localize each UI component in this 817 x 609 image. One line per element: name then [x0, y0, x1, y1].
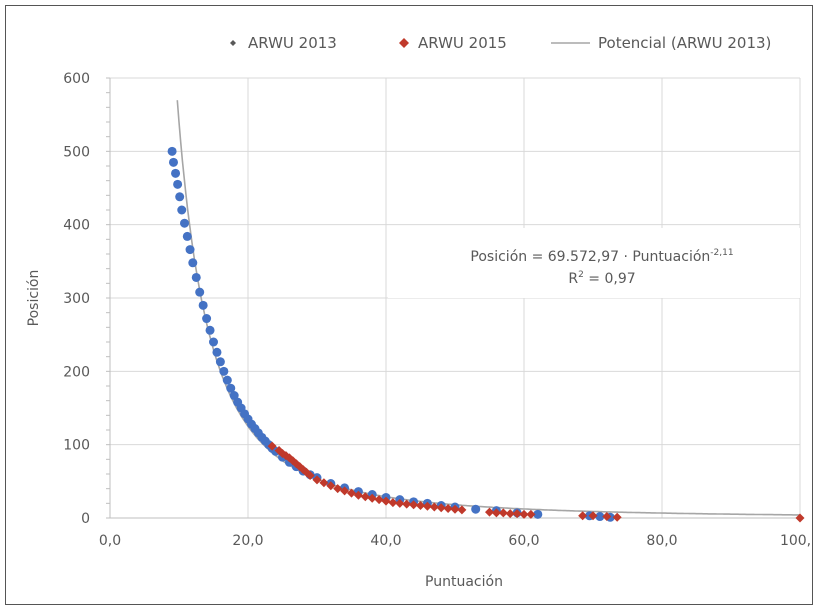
- point-arwu-2013: [188, 258, 198, 268]
- point-arwu-2013: [229, 391, 239, 401]
- y-tick-label: 500: [63, 144, 90, 160]
- point-arwu-2015: [395, 498, 405, 508]
- point-arwu-2015: [367, 493, 377, 503]
- y-tick-label: 0: [81, 511, 90, 527]
- legend: ARWU 2013 ARWU 2015 Potencial (ARWU 2013…: [230, 34, 771, 52]
- x-tick-labels: 0,0 20,0 40,0 60,0 80,0 100,0: [99, 533, 817, 549]
- y-tick-label: 100: [63, 438, 90, 454]
- point-arwu-2013: [215, 357, 225, 367]
- chart-svg: 0,0 20,0 40,0 60,0 80,0 100,0 0 100 200 300 400 50…: [26, 34, 817, 590]
- y-tick-label: 400: [63, 218, 90, 234]
- point-arwu-2015: [360, 492, 370, 502]
- point-arwu-2013: [185, 245, 195, 255]
- legend-label-arwu-2013: ARWU 2013: [248, 34, 337, 52]
- r-value: = 0,97: [584, 271, 636, 287]
- point-arwu-2013: [175, 192, 185, 202]
- point-arwu-2013: [533, 509, 543, 519]
- x-tick-label: 40,0: [370, 533, 401, 549]
- point-arwu-2015: [505, 509, 515, 519]
- r-label: R: [568, 271, 578, 287]
- point-arwu-2013: [180, 218, 190, 228]
- point-arwu-2015: [333, 484, 343, 494]
- point-arwu-2013: [198, 300, 208, 310]
- point-arwu-2015: [429, 502, 439, 512]
- point-arwu-2015: [267, 441, 277, 451]
- axes: [106, 77, 800, 519]
- point-arwu-2013: [173, 179, 183, 189]
- point-arwu-2015: [450, 504, 460, 514]
- legend-marker-arwu-2015: [399, 38, 409, 48]
- point-arwu-2015: [512, 509, 522, 519]
- point-arwu-2015: [498, 508, 508, 518]
- y-tick-label: 600: [63, 71, 90, 87]
- x-axis-title: Puntuación: [425, 574, 503, 590]
- point-arwu-2013: [191, 272, 201, 282]
- x-tick-label: 20,0: [232, 533, 263, 549]
- y-tick-labels: 0 100 200 300 400 500 600: [63, 71, 90, 527]
- point-arwu-2013: [222, 375, 232, 385]
- point-arwu-2013: [209, 337, 218, 347]
- point-arwu-2015: [588, 511, 598, 521]
- y-axis-title: Posición: [26, 270, 42, 327]
- point-arwu-2015: [381, 496, 391, 506]
- point-arwu-2013: [171, 168, 181, 178]
- point-arwu-2015: [443, 503, 453, 513]
- equation-prefix: Posición = 69.572,97 · Puntuación: [470, 249, 710, 265]
- y-tick-label: 200: [63, 364, 90, 380]
- point-arwu-2015: [491, 508, 501, 518]
- chart-frame: 0,0 20,0 40,0 60,0 80,0 100,0 0 100 200 300 400 50…: [5, 5, 817, 605]
- point-arwu-2015: [374, 495, 384, 505]
- point-arwu-2013: [471, 504, 481, 514]
- point-arwu-2015: [409, 500, 419, 510]
- x-tick-label: 60,0: [508, 533, 539, 549]
- legend-label-potencial: Potencial (ARWU 2013): [598, 34, 771, 52]
- point-arwu-2015: [485, 507, 494, 517]
- legend-label-arwu-2015: ARWU 2015: [418, 34, 507, 52]
- legend-marker-arwu-2013: [230, 40, 236, 46]
- point-arwu-2015: [305, 470, 315, 480]
- point-arwu-2015: [457, 505, 467, 515]
- point-arwu-2015: [602, 512, 612, 522]
- point-arwu-2013: [168, 157, 178, 167]
- point-arwu-2015: [612, 512, 622, 522]
- point-arwu-2013: [226, 383, 236, 393]
- point-arwu-2015: [795, 513, 805, 523]
- equation-exponent: -2,11: [710, 248, 733, 258]
- point-arwu-2013: [195, 287, 205, 297]
- point-arwu-2015: [416, 501, 425, 511]
- point-arwu-2015: [326, 481, 336, 491]
- point-arwu-2015: [347, 488, 356, 498]
- point-arwu-2015: [388, 498, 398, 508]
- point-arwu-2015: [436, 503, 446, 513]
- point-arwu-2015: [340, 486, 350, 496]
- point-arwu-2015: [422, 501, 432, 511]
- point-arwu-2013: [182, 231, 192, 241]
- equation-box: [388, 228, 800, 298]
- point-arwu-2013: [167, 146, 177, 156]
- point-arwu-2015: [578, 511, 588, 521]
- point-arwu-2015: [312, 475, 322, 485]
- point-arwu-2013: [205, 325, 215, 335]
- x-tick-label: 100,0: [780, 533, 812, 549]
- x-tick-label: 80,0: [646, 533, 677, 549]
- r-sup: 2: [578, 270, 584, 280]
- r-squared-text: R2 = 0,97: [568, 270, 635, 287]
- point-arwu-2013: [177, 205, 187, 215]
- x-tick-label: 0,0: [99, 533, 121, 549]
- y-tick-label: 300: [63, 291, 90, 307]
- point-arwu-2013: [219, 366, 229, 376]
- point-arwu-2013: [202, 314, 212, 324]
- equation-text: Posición = 69.572,97 · Puntuación-2,11: [470, 248, 733, 265]
- data-points: [167, 146, 805, 523]
- point-arwu-2015: [402, 499, 412, 509]
- point-arwu-2015: [319, 478, 329, 488]
- series-arwu-2015: [267, 441, 805, 523]
- point-arwu-2013: [595, 512, 605, 522]
- point-arwu-2013: [212, 347, 222, 357]
- point-arwu-2015: [353, 490, 363, 500]
